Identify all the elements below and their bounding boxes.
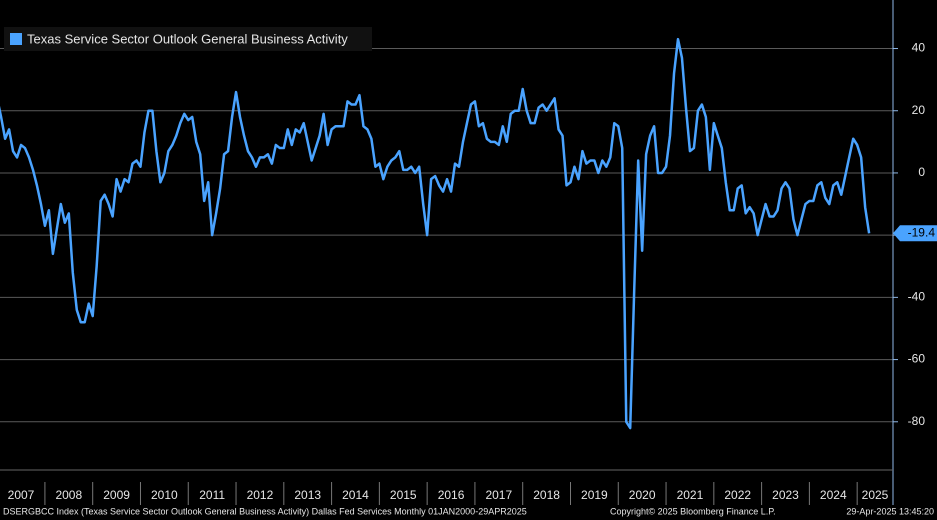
x-tick-label: 2018 [533, 488, 560, 502]
legend-box [4, 27, 372, 51]
x-tick-label: 2016 [438, 488, 465, 502]
data-line [0, 37, 871, 430]
x-tick-label: 2025 [862, 488, 889, 502]
source: DSERGBCC Index (Texas Service Sector Out… [3, 506, 527, 516]
x-tick-label: 2020 [629, 488, 656, 502]
legend-label: Texas Service Sector Outlook General Bus… [27, 31, 348, 46]
x-tick-label: 2013 [294, 488, 321, 502]
plot [0, 37, 871, 430]
x-tick-label: 2014 [342, 488, 369, 502]
last-value-tag [893, 225, 937, 242]
timestamp: 29-Apr-2025 13:45:20 [846, 506, 934, 516]
x-tick-label: 2019 [581, 488, 608, 502]
x-tick-label: 2022 [724, 488, 751, 502]
x-tick-label: 2017 [485, 488, 512, 502]
y-tick-label: 20 [912, 103, 926, 117]
x-tick-label: 2007 [8, 488, 35, 502]
y-tick-label: 0 [918, 165, 925, 179]
x-tick-label: 2008 [55, 488, 82, 502]
y-tick-label: -80 [908, 414, 926, 428]
x-tick-label: 2024 [820, 488, 847, 502]
copyright: Copyright© 2025 Bloomberg Finance L.P. [610, 506, 776, 516]
x-tick-label: 2021 [677, 488, 704, 502]
x-tick-label: 2012 [247, 488, 274, 502]
x-tick-label: 2010 [151, 488, 178, 502]
y-tick-label: -60 [908, 352, 926, 366]
x-tick-label: 2015 [390, 488, 417, 502]
y-tick-label: -40 [908, 290, 926, 304]
x-tick-label: 2023 [772, 488, 799, 502]
x-tick-label: 2011 [199, 488, 225, 502]
last-value-label: -19.4 [908, 225, 936, 239]
y-tick-label: 40 [912, 41, 926, 55]
legend-swatch [10, 33, 22, 45]
x-tick-label: 2009 [103, 488, 130, 502]
